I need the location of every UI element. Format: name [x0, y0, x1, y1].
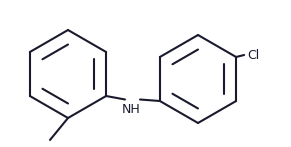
Text: Cl: Cl: [247, 49, 259, 61]
Text: NH: NH: [122, 102, 140, 116]
